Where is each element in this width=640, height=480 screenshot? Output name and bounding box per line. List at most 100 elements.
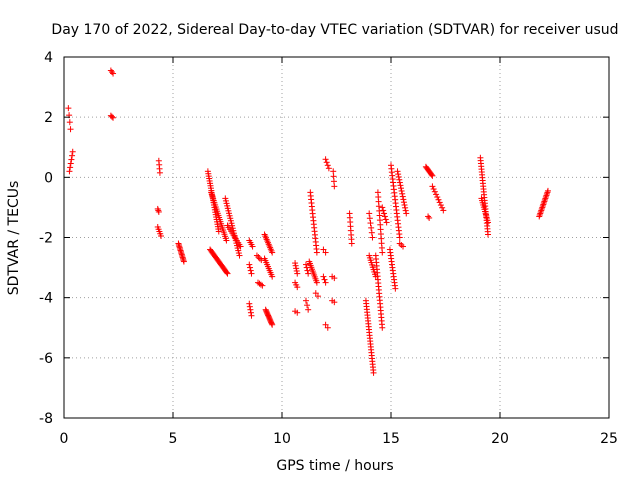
data-point <box>542 195 549 202</box>
data-point <box>541 198 548 205</box>
data-point <box>425 213 432 220</box>
data-point <box>322 249 329 256</box>
data-point <box>156 169 163 176</box>
data-point <box>223 237 230 244</box>
y-tick-label: -8 <box>39 411 53 427</box>
data-point <box>435 196 442 203</box>
data-point <box>269 273 276 280</box>
y-tick-label: -6 <box>39 351 53 367</box>
data-point <box>431 188 438 195</box>
data-point <box>259 282 266 289</box>
data-point <box>395 173 402 180</box>
data-point <box>402 204 409 211</box>
data-point <box>379 249 386 256</box>
data-point <box>400 199 407 206</box>
data-point <box>369 234 376 241</box>
data-point <box>269 249 276 256</box>
data-point <box>331 183 338 190</box>
data-point <box>397 182 404 189</box>
data-point <box>540 199 547 206</box>
y-tick-label: -4 <box>39 291 53 307</box>
data-point <box>379 204 386 211</box>
data-point <box>322 279 329 286</box>
data-point <box>66 119 73 126</box>
x-tick-label: 0 <box>60 431 69 447</box>
data-point <box>68 156 75 163</box>
data-point <box>367 220 374 227</box>
data-point <box>302 297 309 304</box>
data-point <box>294 284 301 291</box>
data-point <box>247 306 254 313</box>
data-point <box>429 183 436 190</box>
data-point <box>320 273 327 280</box>
data-point <box>247 309 254 316</box>
data-point <box>67 160 74 167</box>
y-tick-label: 2 <box>44 110 53 126</box>
data-point <box>348 240 355 247</box>
data-point <box>330 168 337 175</box>
data-point <box>400 196 407 203</box>
data-points <box>65 67 551 376</box>
data-point <box>398 185 405 192</box>
data-point <box>293 265 300 272</box>
data-point <box>305 306 312 313</box>
data-point <box>539 202 546 209</box>
data-point <box>248 312 255 319</box>
data-point <box>67 126 74 133</box>
data-point <box>312 290 319 297</box>
data-point <box>544 187 551 194</box>
y-axis-label: SDTVAR / TECUs <box>6 181 22 296</box>
data-point <box>436 199 443 206</box>
data-point <box>248 270 255 277</box>
data-point <box>180 258 187 265</box>
data-point <box>401 202 408 209</box>
data-point <box>304 302 311 309</box>
data-point <box>402 207 409 214</box>
data-point <box>247 267 254 274</box>
data-point <box>381 213 388 220</box>
data-point <box>485 219 492 226</box>
data-point <box>69 152 76 159</box>
data-point <box>537 208 544 215</box>
data-point <box>485 231 492 238</box>
data-point <box>429 172 436 179</box>
y-tick-label: 4 <box>44 50 53 66</box>
data-point <box>330 178 337 185</box>
data-point <box>325 165 332 172</box>
data-point <box>324 162 331 169</box>
data-point <box>366 215 373 222</box>
data-point <box>110 70 117 77</box>
data-point <box>257 281 264 288</box>
data-point <box>430 186 437 193</box>
data-point <box>366 210 373 217</box>
data-point <box>69 148 76 155</box>
data-point <box>540 201 547 208</box>
data-point <box>331 275 338 282</box>
data-point <box>396 234 403 241</box>
data-point <box>437 202 444 209</box>
data-point <box>66 168 73 175</box>
data-point <box>246 261 253 268</box>
data-point <box>383 219 390 226</box>
data-point <box>223 269 230 276</box>
data-point <box>224 270 231 277</box>
data-point <box>65 105 72 112</box>
data-point <box>433 191 440 198</box>
data-point <box>302 261 309 268</box>
data-point <box>322 156 329 163</box>
x-tick-label: 15 <box>382 431 400 447</box>
data-point <box>236 252 243 259</box>
data-point <box>537 210 544 217</box>
data-point <box>426 214 433 221</box>
data-point <box>304 267 311 274</box>
data-point <box>370 369 377 376</box>
data-point <box>246 300 253 307</box>
data-point <box>330 173 337 180</box>
data-point <box>324 324 331 331</box>
grid <box>64 57 609 418</box>
data-point <box>440 207 447 214</box>
chart-title: Day 170 of 2022, Sidereal Day-to-day VTE… <box>51 22 618 38</box>
data-point <box>428 171 435 178</box>
data-point <box>249 243 256 250</box>
data-point <box>253 252 260 259</box>
